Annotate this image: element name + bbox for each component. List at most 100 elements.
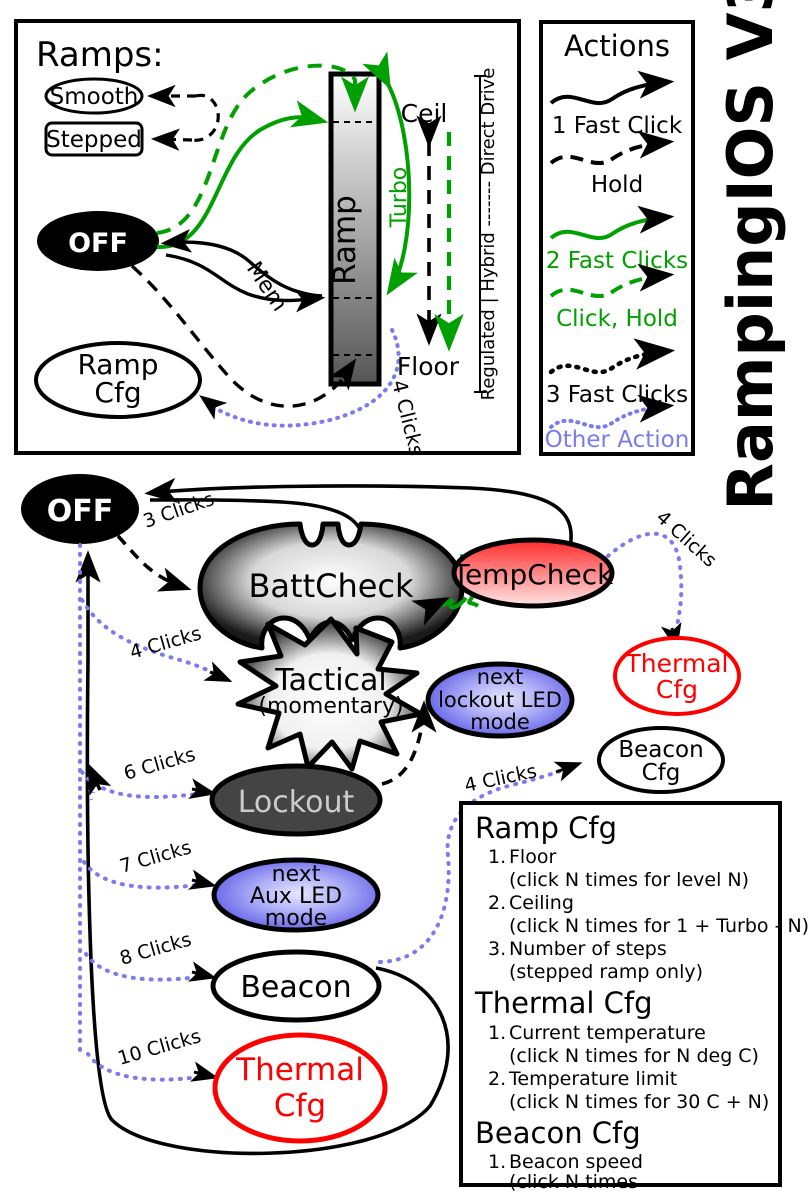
- edge-off-to-tactical-arrow: [203, 661, 233, 682]
- legend-label-5: Other Action: [545, 427, 690, 453]
- off-node-ramps[interactable]: [37, 211, 159, 271]
- cfg-0-item-1-num: 2.: [488, 892, 506, 914]
- periwinkle-up-stub: [88, 789, 96, 803]
- edge-back-up-arrow: [87, 763, 112, 796]
- cfg-heading-2: Beacon Cfg: [475, 1116, 641, 1150]
- edge-off-to-tactical: [80, 598, 224, 679]
- off-label-statemap: OFF: [47, 494, 114, 529]
- thermal-cfg-bottom-line2: Cfg: [274, 1088, 326, 1124]
- cfg-1-item-1-name: Temperature limit: [508, 1068, 677, 1090]
- cfg-0-item-2-name: Number of steps: [509, 938, 667, 960]
- lockout-label: Lockout: [238, 785, 355, 820]
- cfg-2-item-0-num: 1.: [488, 1151, 506, 1173]
- legend-curve-dotted-periwinkle: [549, 394, 675, 430]
- turbo-label: Turbo: [387, 167, 412, 229]
- edge-off-to-beacon-arrow: [187, 961, 217, 982]
- drive-scale-label: Regulated | Hybrid ------- Direct Drive: [478, 68, 499, 401]
- tempcheck-label: TempCheck: [452, 558, 615, 591]
- tactical-label-line2: (momentary): [258, 694, 403, 719]
- edge-4clicks-to-rampcfg: [206, 328, 401, 428]
- label-6-clicks: 6 Clicks: [121, 743, 198, 784]
- battcheck-shape: [197, 521, 465, 651]
- beacon-node[interactable]: [210, 949, 382, 1023]
- edge-tempcheck-to-thermalcfg: [606, 531, 684, 642]
- legend-curve-dashed-green: [549, 263, 675, 299]
- edge-battcheck-to-tempcheck-arrow: [411, 597, 454, 626]
- legend-label-0: 1 Fast Click: [552, 113, 683, 139]
- aux-led-node[interactable]: [211, 857, 381, 933]
- ramp-cfg-node[interactable]: [34, 341, 202, 419]
- page-title: RampingIOS V3: [714, 0, 787, 511]
- thermal-cfg-bottom-node[interactable]: [212, 1032, 388, 1144]
- thermal-cfg-top-node[interactable]: [613, 636, 741, 716]
- legend-curve-solid-green: [549, 205, 675, 241]
- edge-4clicks-arrowhead: [199, 395, 228, 420]
- label-4-clicks-tactical: 4 Clicks: [127, 622, 204, 663]
- legend-curve-solid-black: [549, 70, 675, 106]
- label-4-clicks-beaconcfg: 4 Clicks: [462, 760, 538, 797]
- cfg-1-item-0-note: (click N times for N deg C): [509, 1045, 759, 1067]
- ramps-panel: Ramps: Smooth Stepped OFF Ramp Cfg Ramp …: [14, 19, 521, 458]
- edge-to-stepped: [150, 128, 193, 151]
- battcheck-node[interactable]: BattCheck: [197, 521, 465, 651]
- stepped-label: Stepped: [46, 127, 142, 153]
- off-label-ramps: OFF: [68, 228, 128, 259]
- turbo-arc: [362, 51, 418, 296]
- cfg-heading-0: Ramp Cfg: [475, 811, 617, 845]
- edge-tempcheck-to-off: [144, 477, 573, 549]
- cfg-heading-1: Thermal Cfg: [474, 986, 653, 1020]
- legend-label-3: Click, Hold: [556, 306, 678, 332]
- actions-heading: Actions: [564, 29, 670, 63]
- lockout-led-node[interactable]: [425, 661, 575, 739]
- actions-legend-panel: Actions 1 Fast Click Hold 2 Fast Clicks …: [539, 20, 695, 456]
- stepped-node[interactable]: [44, 121, 144, 157]
- legend-curve-dashed-black: [549, 130, 675, 166]
- label-7-clicks: 7 Clicks: [117, 836, 194, 877]
- beacon-label: Beacon: [240, 970, 351, 1005]
- cfg-1-item-0-num: 1.: [488, 1022, 506, 1044]
- tactical-node[interactable]: Tactical (momentary): [235, 616, 424, 772]
- legend-curve-dotted-black: [548, 338, 676, 375]
- edge-off-to-ramp-ceiling: [156, 63, 369, 235]
- label-4-clicks-thermal: 4 Clicks: [652, 506, 721, 571]
- battcheck-label: BattCheck: [248, 567, 414, 605]
- tactical-label-line1: Tactical: [274, 663, 387, 698]
- ramp-cfg-label-2: Cfg: [94, 376, 141, 409]
- smooth-node[interactable]: [44, 77, 144, 115]
- edge-beacon-to-beaconcfg: [378, 764, 574, 964]
- lockout-node[interactable]: [209, 763, 383, 837]
- edge-off-to-auxled-arrow: [187, 869, 217, 890]
- beacon-cfg-node[interactable]: [597, 726, 725, 794]
- ramp-cfg-label-1: Ramp: [77, 348, 158, 381]
- cfg-panel-border: [459, 801, 782, 1187]
- tempcheck-node[interactable]: [451, 537, 615, 609]
- aux-led-line2: Aux LED: [250, 884, 342, 909]
- edge-off-hold-to-floor: [130, 264, 357, 408]
- legend-item-click-hold: Click, Hold: [549, 263, 678, 332]
- thermal-cfg-top-line2: Cfg: [656, 675, 698, 704]
- thermal-cfg-top-line1: Thermal: [625, 649, 729, 678]
- cfg-0-item-2-note: (stepped ramp only): [509, 961, 703, 983]
- edge-off-to-thermalcfg-arrow: [189, 1061, 219, 1082]
- thermal-cfg-bottom-line1: Thermal: [235, 1052, 364, 1088]
- cfg-0-item-0-num: 1.: [488, 846, 506, 868]
- legend-label-4: 3 Fast Clicks: [546, 382, 688, 408]
- edge-lockout-to-lockoutled: [381, 700, 437, 786]
- ceil-label: Ceil: [401, 99, 448, 128]
- cfg-reference-panel: Ramp Cfg 1. Floor (click N times for lev…: [459, 801, 809, 1193]
- cfg-0-item-0-name: Floor: [509, 846, 556, 868]
- beacon-cfg-line2: Cfg: [642, 760, 681, 786]
- edge-off-to-ramp-mem: [165, 253, 326, 313]
- edge-off-to-lockout-arrow: [188, 778, 217, 799]
- edge-off-to-battcheck: [116, 534, 192, 592]
- off-node-statemap[interactable]: [21, 474, 139, 544]
- legend-label-1: Hold: [591, 172, 643, 198]
- state-map: OFF 3 Clicks BattCheck TempCheck 4 Click…: [21, 474, 741, 1156]
- legend-item-hold: Hold: [549, 130, 675, 198]
- floor-label: Floor: [397, 352, 460, 381]
- cfg-1-item-0-name: Current temperature: [509, 1022, 706, 1044]
- edge-beacon-return-to-off: [75, 550, 450, 1156]
- legend-item-3-fast-clicks: 3 Fast Clicks: [546, 338, 688, 408]
